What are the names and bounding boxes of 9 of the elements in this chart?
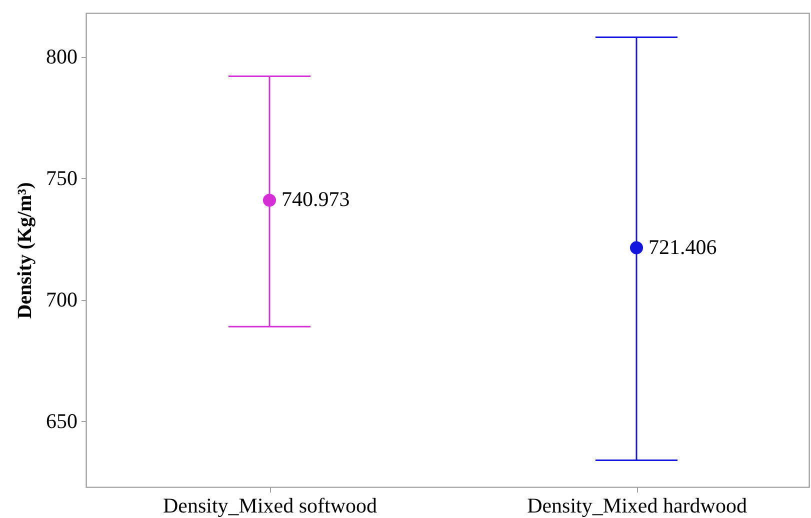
y-tick-label: 800 (46, 44, 78, 68)
y-axis-title: Density (Kg/m³) (14, 182, 36, 319)
data-label: 740.973 (282, 187, 350, 212)
data-label: 721.406 (648, 234, 717, 259)
x-tick-label: Density_Mixed softwood (162, 494, 378, 518)
x-tick-label: Density_Mixed hardwood (527, 494, 748, 518)
y-tick-label: 650 (46, 408, 78, 433)
y-tick-label: 700 (46, 287, 78, 312)
y-tick-label: 750 (46, 166, 78, 190)
